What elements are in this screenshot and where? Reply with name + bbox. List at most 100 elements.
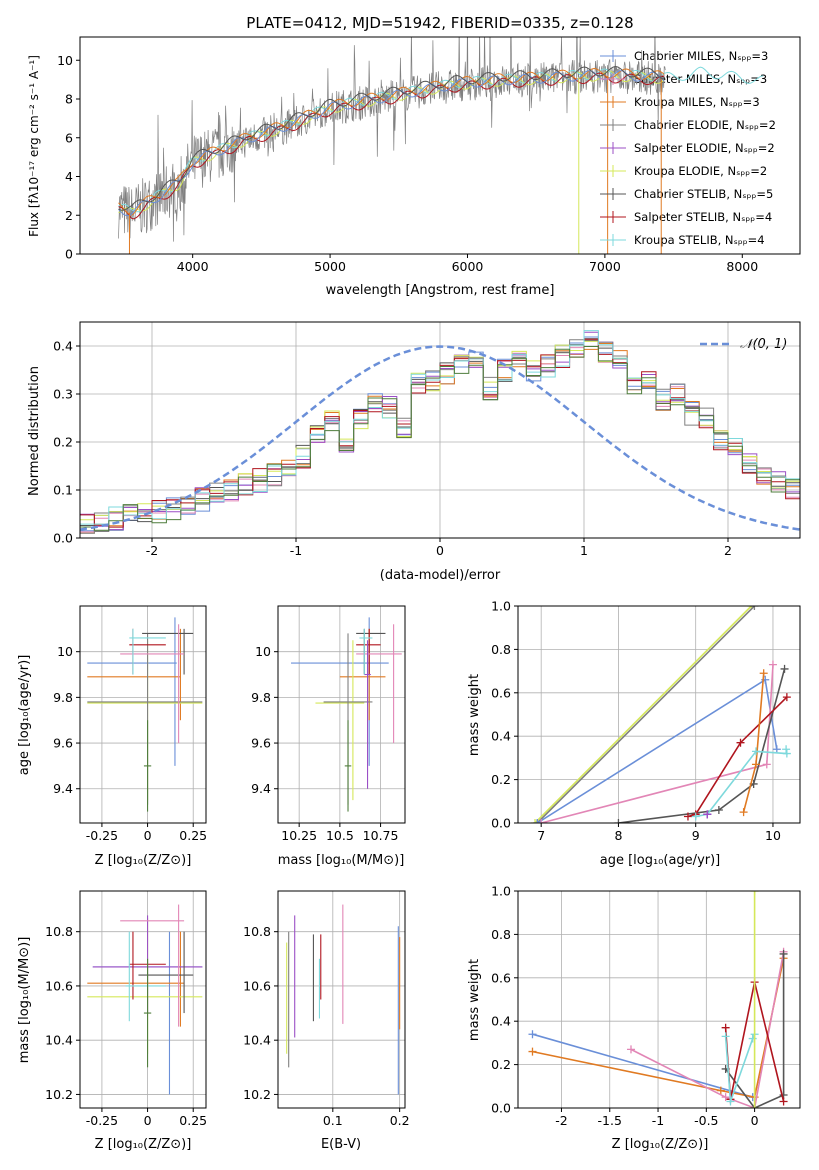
panel-spectrum: 4000 5000 6000 7000 8000 0 2 4 6 8 10 [57, 36, 801, 274]
y-tick-label: 2 [65, 208, 73, 223]
mass-weight-marker [779, 1097, 788, 1106]
x-tick-label: 0 [144, 828, 152, 843]
mass-weight-line-yellow [534, 606, 752, 823]
x-tick-label: 6000 [452, 259, 484, 274]
x-tick-label: 2 [724, 543, 732, 558]
x-tick-label: 10.25 [281, 828, 317, 843]
mass-weight-marker [750, 891, 759, 895]
model-spectrum-dgray [118, 66, 665, 211]
x-tick-label: 8 [614, 828, 622, 843]
y-tick-label: 10.8 [45, 924, 73, 939]
mwage-ylabel: mass weight [467, 674, 482, 756]
y-tick-label: 10.2 [45, 1087, 73, 1102]
mass-weight-line-dgray [618, 668, 786, 823]
panel-mass-vs-Z: -0.25 0 0.25 10.2 10.4 10.6 10.8 [45, 890, 207, 1128]
mass-weight-marker [736, 738, 745, 747]
x-tick-label: 4000 [177, 259, 209, 274]
x-tick-label: -0.25 [86, 828, 118, 843]
panel-massweight-vs-age: 7 8 9 10 0.0 0.2 0.4 0.6 0.8 1.0 [491, 599, 801, 843]
y-tick-label: 9.6 [251, 736, 271, 751]
mass-weight-marker [528, 1047, 537, 1056]
mass-weight-marker [530, 819, 539, 823]
y-tick-label: 0.0 [491, 1101, 511, 1116]
y-tick-label: 0.4 [491, 729, 511, 744]
mass-weight-marker [751, 760, 760, 769]
mass-weight-line-gray [536, 606, 755, 823]
mass-weight-line-orange [742, 673, 765, 813]
y-tick-label: 8 [65, 92, 73, 107]
mass-weight-marker [614, 819, 623, 823]
y-tick-label: 0.8 [491, 927, 511, 942]
normal-curve [79, 345, 801, 531]
y-tick-label: 9.4 [251, 781, 271, 796]
agez-xlabel: Z [log₁₀(Z/Z⊙)] [95, 853, 192, 868]
y-tick-label: 9.6 [53, 736, 73, 751]
mass-weight-line-blue [532, 1033, 753, 1098]
panel-age-vs-Z: -0.25 0 0.25 9.4 9.6 9.8 10 [53, 605, 207, 843]
mass-weight-marker [691, 812, 700, 821]
massebv-xlabel: E(B-V) [321, 1137, 361, 1152]
spectrum-xlabel: wavelength [Angstrom, rest frame] [326, 283, 555, 298]
legend-entry-label: Chabrier ELODIE, Nₛₚₚ=2 [634, 118, 776, 132]
y-tick-label: 9.4 [53, 781, 73, 796]
mass-weight-marker [750, 606, 759, 610]
spectrum-title: PLATE=0412, MJD=51942, FIBERID=0335, z=0… [246, 14, 633, 32]
y-tick-label: 0.8 [491, 642, 511, 657]
mass-weight-marker [772, 745, 781, 754]
y-tick-label: 0 [65, 247, 73, 262]
axes-frame [277, 605, 406, 824]
x-tick-label: -0.25 [86, 1113, 118, 1128]
agemass-xlabel: mass [log₁₀(M/M⊙)] [278, 853, 405, 868]
x-tick-label: 10 [765, 828, 781, 843]
y-tick-label: 1.0 [491, 884, 511, 899]
spectrum-ylabel: Flux [fλ10⁻¹⁷ erg cm⁻² s⁻¹ A⁻¹] [27, 55, 41, 237]
axes-frame [79, 890, 207, 1109]
x-tick-label: -2 [555, 1113, 567, 1128]
mass-weight-marker [726, 1097, 735, 1106]
y-tick-label: 0.2 [53, 435, 73, 450]
mass-weight-marker [537, 819, 546, 823]
y-tick-label: 6 [65, 130, 73, 145]
y-tick-label: 10.4 [243, 1033, 271, 1048]
x-tick-label: 7000 [589, 259, 621, 274]
y-tick-label: 0.3 [53, 387, 73, 402]
y-tick-label: 9.8 [251, 690, 271, 705]
y-tick-label: 10.2 [243, 1087, 271, 1102]
legend-entry-label: Kroupa STELIB, Nₛₚₚ=4 [634, 233, 765, 247]
mass-weight-marker [626, 1045, 635, 1054]
axes-frame [79, 605, 207, 824]
mass-weight-line-red [687, 696, 788, 818]
y-tick-label: 1.0 [491, 599, 511, 614]
x-tick-label: 0 [436, 543, 444, 558]
mass-weight-marker [750, 1104, 759, 1108]
y-tick-label: 10.6 [45, 978, 73, 993]
x-tick-label: 0.25 [179, 828, 207, 843]
mwz-xlabel: Z [log₁₀(Z/Z⊙)] [612, 1137, 709, 1152]
massz-ylabel: mass [log₁₀(M/M⊙)] [17, 937, 32, 1064]
mass-weight-marker [782, 749, 791, 758]
x-tick-label: -1.5 [598, 1113, 622, 1128]
y-tick-label: 10.6 [243, 978, 271, 993]
x-tick-label: 9 [692, 828, 700, 843]
x-tick-label: 0.25 [179, 1113, 207, 1128]
x-tick-label: 0.2 [390, 1113, 410, 1128]
y-tick-label: 0.4 [53, 339, 73, 354]
x-tick-label: 0.1 [323, 1113, 343, 1128]
legend-entry-label: Salpeter MILES, Nₛₚₚ=3 [634, 72, 767, 86]
hist-step-green [80, 346, 800, 531]
mass-weight-marker [779, 949, 788, 958]
model-spectrum-orange [118, 67, 665, 216]
axes-frame [79, 36, 801, 255]
hist-ylabel: Normed distribution [27, 366, 42, 496]
x-tick-label: 8000 [726, 259, 758, 274]
y-tick-label: 0.0 [491, 816, 511, 831]
y-tick-label: 0.2 [491, 772, 511, 787]
x-tick-label: 1 [580, 543, 588, 558]
mass-weight-line-cyan [724, 1033, 756, 1102]
mass-weight-marker [782, 745, 791, 754]
x-tick-label: -1 [652, 1113, 664, 1128]
massz-xlabel: Z [log₁₀(Z/Z⊙)] [95, 1137, 192, 1152]
y-tick-label: 0.0 [53, 531, 73, 546]
y-tick-label: 0.2 [491, 1057, 511, 1072]
x-tick-label: 5000 [314, 259, 346, 274]
